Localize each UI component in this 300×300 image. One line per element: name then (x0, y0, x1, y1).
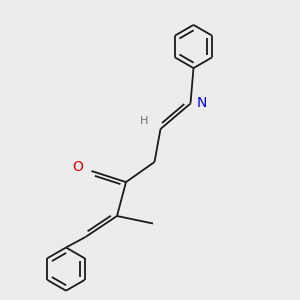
Text: H: H (140, 116, 148, 126)
Text: N: N (197, 96, 208, 110)
Text: O: O (72, 160, 83, 174)
